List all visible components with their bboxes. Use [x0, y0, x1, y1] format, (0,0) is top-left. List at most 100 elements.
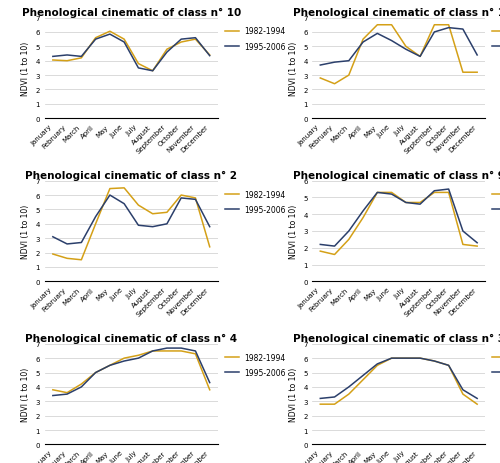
1995-2006 [417, 356, 423, 361]
1982-1994 [136, 62, 141, 67]
Line: 1995-2006: 1995-2006 [53, 348, 210, 396]
Y-axis label: NDVI (1 to 10): NDVI (1 to 10) [288, 205, 298, 258]
1982-1994 [136, 353, 141, 358]
1995-2006 [64, 53, 70, 59]
1995-2006 [121, 358, 127, 364]
1982-1994 [332, 82, 338, 88]
1995-2006 [164, 50, 170, 56]
Title: Phenological cinematic of class n° 9: Phenological cinematic of class n° 9 [293, 170, 500, 181]
1995-2006 [332, 60, 338, 66]
1982-1994 [460, 70, 466, 76]
1982-1994 [164, 47, 170, 53]
1982-1994 [150, 69, 156, 75]
1982-1994 [346, 73, 352, 79]
1982-1994 [360, 37, 366, 43]
1982-1994 [403, 356, 409, 361]
1982-1994 [388, 190, 394, 196]
1982-1994 [150, 349, 156, 354]
1995-2006 [388, 356, 394, 361]
1995-2006 [206, 54, 212, 59]
1982-1994 [121, 186, 127, 191]
1982-1994 [192, 196, 198, 201]
1982-1994 [92, 36, 98, 41]
1982-1994 [446, 23, 452, 28]
1982-1994 [150, 212, 156, 217]
1995-2006 [178, 37, 184, 43]
1982-1994 [460, 392, 466, 397]
1982-1994 [164, 349, 170, 354]
1995-2006 [360, 373, 366, 378]
Legend: 1982-1994, 1995-2006: 1982-1994, 1995-2006 [492, 353, 500, 377]
1995-2006 [318, 242, 324, 248]
1982-1994 [417, 200, 423, 206]
1995-2006 [92, 214, 98, 220]
1982-1994 [50, 252, 56, 257]
1982-1994 [332, 252, 338, 258]
1995-2006 [107, 193, 113, 199]
Line: 1995-2006: 1995-2006 [320, 190, 477, 247]
1995-2006 [136, 66, 141, 71]
1995-2006 [403, 200, 409, 206]
1982-1994 [121, 356, 127, 361]
1995-2006 [150, 69, 156, 75]
1982-1994 [178, 193, 184, 199]
Line: 1995-2006: 1995-2006 [320, 358, 477, 399]
Line: 1982-1994: 1982-1994 [320, 25, 477, 85]
Title: Phenological cinematic of class n° 10: Phenological cinematic of class n° 10 [22, 8, 241, 18]
1995-2006 [460, 387, 466, 393]
1995-2006 [346, 384, 352, 390]
Line: 1982-1994: 1982-1994 [53, 351, 210, 393]
1995-2006 [332, 394, 338, 400]
1982-1994 [403, 200, 409, 206]
1995-2006 [388, 192, 394, 197]
1995-2006 [432, 30, 438, 36]
1982-1994 [78, 382, 84, 387]
1982-1994 [64, 59, 70, 64]
1995-2006 [107, 32, 113, 38]
1995-2006 [121, 40, 127, 46]
1995-2006 [107, 363, 113, 369]
1982-1994 [446, 190, 452, 196]
1995-2006 [374, 31, 380, 37]
Title: Phenological cinematic of class n° 4: Phenological cinematic of class n° 4 [25, 333, 238, 343]
1995-2006 [164, 345, 170, 351]
1995-2006 [318, 396, 324, 401]
1995-2006 [92, 37, 98, 43]
1995-2006 [318, 63, 324, 69]
1982-1994 [206, 244, 212, 250]
1982-1994 [78, 257, 84, 263]
Y-axis label: NDVI (1 to 10): NDVI (1 to 10) [21, 42, 30, 96]
1995-2006 [64, 242, 70, 247]
1982-1994 [360, 377, 366, 383]
1995-2006 [474, 396, 480, 401]
1982-1994 [50, 58, 56, 63]
1982-1994 [446, 363, 452, 369]
1995-2006 [432, 188, 438, 194]
Line: 1982-1994: 1982-1994 [320, 193, 477, 255]
1995-2006 [178, 196, 184, 201]
1995-2006 [403, 47, 409, 53]
1995-2006 [121, 201, 127, 207]
1995-2006 [50, 55, 56, 60]
1995-2006 [332, 244, 338, 250]
Title: Phenological cinematic of class n° 2: Phenological cinematic of class n° 2 [26, 170, 238, 181]
1982-1994 [417, 356, 423, 361]
1995-2006 [446, 26, 452, 31]
1995-2006 [388, 39, 394, 44]
1982-1994 [388, 356, 394, 361]
1982-1994 [432, 190, 438, 196]
1995-2006 [92, 370, 98, 375]
1995-2006 [78, 55, 84, 60]
1982-1994 [318, 249, 324, 254]
1995-2006 [346, 229, 352, 234]
1995-2006 [78, 240, 84, 246]
1982-1994 [388, 23, 394, 28]
1982-1994 [460, 242, 466, 248]
1982-1994 [136, 203, 141, 208]
1982-1994 [164, 210, 170, 216]
1982-1994 [192, 37, 198, 43]
1982-1994 [374, 363, 380, 369]
1995-2006 [178, 345, 184, 351]
1995-2006 [417, 202, 423, 207]
1982-1994 [92, 222, 98, 227]
